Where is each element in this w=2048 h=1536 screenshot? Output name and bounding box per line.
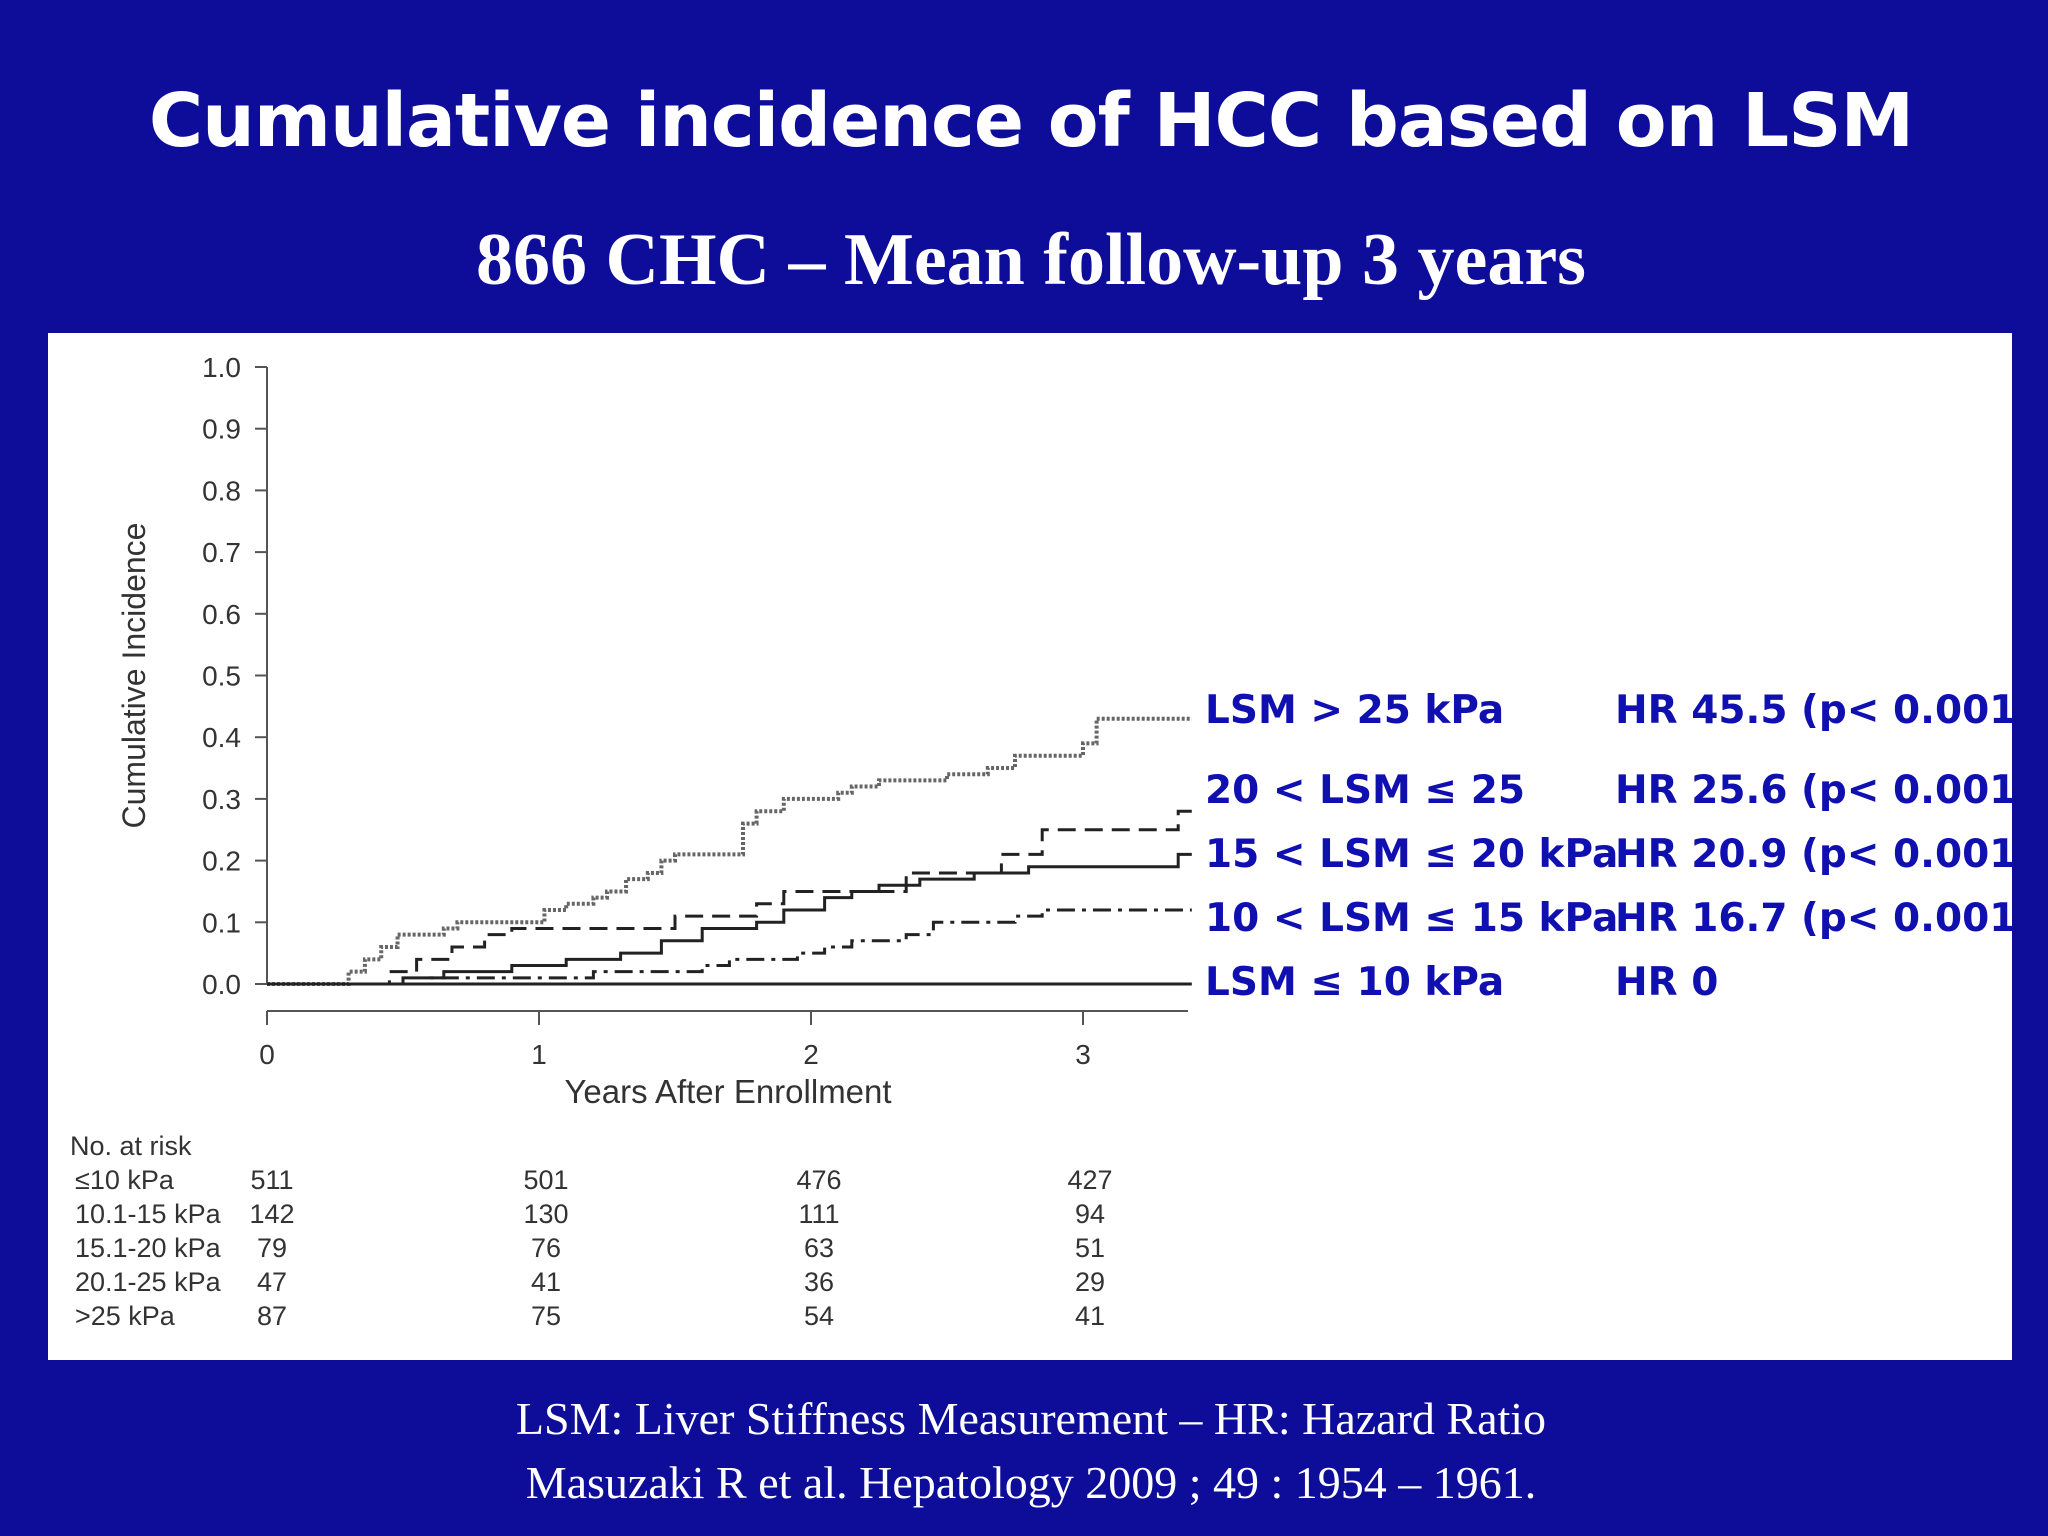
x-tick-label: 3 bbox=[1075, 1039, 1091, 1070]
legend-hr-3: HR 16.7 (p< 0.001) bbox=[1615, 896, 2012, 941]
at-risk-value: 79 bbox=[257, 1233, 287, 1263]
y-tick-label: 0.1 bbox=[202, 907, 241, 938]
at-risk-row-label: 20.1-25 kPa bbox=[75, 1267, 222, 1297]
legend-label-1: 20 < LSM ≤ 25 bbox=[1205, 768, 1525, 813]
at-risk-value: 41 bbox=[531, 1267, 561, 1297]
slide-subtitle: 866 CHC – Mean follow-up 3 years bbox=[476, 219, 1586, 301]
at-risk-value: 511 bbox=[250, 1165, 293, 1195]
y-axis-label: Cumulative Incidence bbox=[116, 523, 152, 829]
y-tick-label: 0.4 bbox=[202, 722, 241, 753]
at-risk-row-label: 10.1-15 kPa bbox=[75, 1199, 222, 1229]
series-line-3 bbox=[267, 908, 1192, 986]
at-risk-row-label: 15.1-20 kPa bbox=[75, 1233, 222, 1263]
x-axis-label: Years After Enrollment bbox=[564, 1073, 891, 1110]
legend-label-0: LSM > 25 kPa bbox=[1205, 688, 1504, 733]
chart-panel: 0.0 0.1 0.2 0.3 0.4 0.5 0.6 0.7 0.8 0.9 1.0 Cumulat… bbox=[48, 333, 2012, 1360]
series-line-1 bbox=[267, 809, 1192, 986]
at-risk-value: 75 bbox=[531, 1301, 561, 1331]
footer-abbreviations: LSM: Liver Stiffness Measurement – HR: H… bbox=[515, 1393, 1547, 1444]
at-risk-value: 94 bbox=[1075, 1199, 1105, 1229]
legend-hr-1: HR 25.6 (p< 0.001) bbox=[1615, 768, 2012, 813]
y-tick-label: 0.8 bbox=[202, 475, 241, 506]
at-risk-value: 29 bbox=[1075, 1267, 1105, 1297]
y-tick-label: 0.9 bbox=[202, 414, 241, 445]
x-tick-label: 2 bbox=[803, 1039, 819, 1070]
y-tick-label: 0.2 bbox=[202, 846, 241, 877]
slide-title: Cumulative incidence of HCC based on LSM bbox=[148, 78, 1914, 164]
series-line-2 bbox=[267, 852, 1192, 986]
at-risk-value: 501 bbox=[523, 1165, 568, 1195]
x-tick-label: 1 bbox=[531, 1039, 547, 1070]
at-risk-header: No. at risk bbox=[70, 1131, 192, 1161]
y-tick-label: 0.5 bbox=[202, 661, 241, 692]
at-risk-value: 130 bbox=[523, 1199, 568, 1229]
at-risk-value: 87 bbox=[257, 1301, 287, 1331]
y-tick-label: 0.0 bbox=[202, 969, 241, 1000]
y-tick-label: 1.0 bbox=[202, 352, 241, 383]
y-tick-label: 0.6 bbox=[202, 599, 241, 630]
at-risk-value: 41 bbox=[1075, 1301, 1105, 1331]
footer-citation: Masuzaki R et al. Hepatology 2009 ; 49 :… bbox=[525, 1457, 1537, 1508]
y-tick-label: 0.3 bbox=[202, 784, 241, 815]
legend-hr-4: HR 0 bbox=[1615, 960, 1718, 1005]
at-risk-row-label: >25 kPa bbox=[75, 1301, 176, 1331]
y-tick-label: 0.7 bbox=[202, 537, 241, 568]
legend-label-4: LSM ≤ 10 kPa bbox=[1205, 960, 1504, 1005]
km-chart: 0.0 0.1 0.2 0.3 0.4 0.5 0.6 0.7 0.8 0.9 1.0 Cumulat… bbox=[70, 352, 2012, 1331]
at-risk-row-label: ≤10 kPa bbox=[75, 1165, 175, 1195]
legend-hr-2: HR 20.9 (p< 0.001) bbox=[1615, 832, 2012, 877]
legend-hr-0: HR 45.5 (p< 0.001) bbox=[1615, 688, 2012, 733]
at-risk-value: 54 bbox=[804, 1301, 834, 1331]
at-risk-value: 47 bbox=[257, 1267, 287, 1297]
at-risk-value: 36 bbox=[804, 1267, 834, 1297]
at-risk-value: 476 bbox=[796, 1165, 841, 1195]
at-risk-value: 142 bbox=[249, 1199, 294, 1229]
at-risk-value: 76 bbox=[531, 1233, 561, 1263]
series-line-0 bbox=[267, 716, 1192, 986]
at-risk-value: 63 bbox=[804, 1233, 834, 1263]
legend-label-2: 15 < LSM ≤ 20 kPa bbox=[1205, 832, 1618, 877]
at-risk-value: 427 bbox=[1067, 1165, 1112, 1195]
at-risk-value: 111 bbox=[798, 1199, 839, 1229]
legend-label-3: 10 < LSM ≤ 15 kPa bbox=[1205, 896, 1618, 941]
x-tick-label: 0 bbox=[259, 1039, 275, 1070]
at-risk-value: 51 bbox=[1075, 1233, 1105, 1263]
